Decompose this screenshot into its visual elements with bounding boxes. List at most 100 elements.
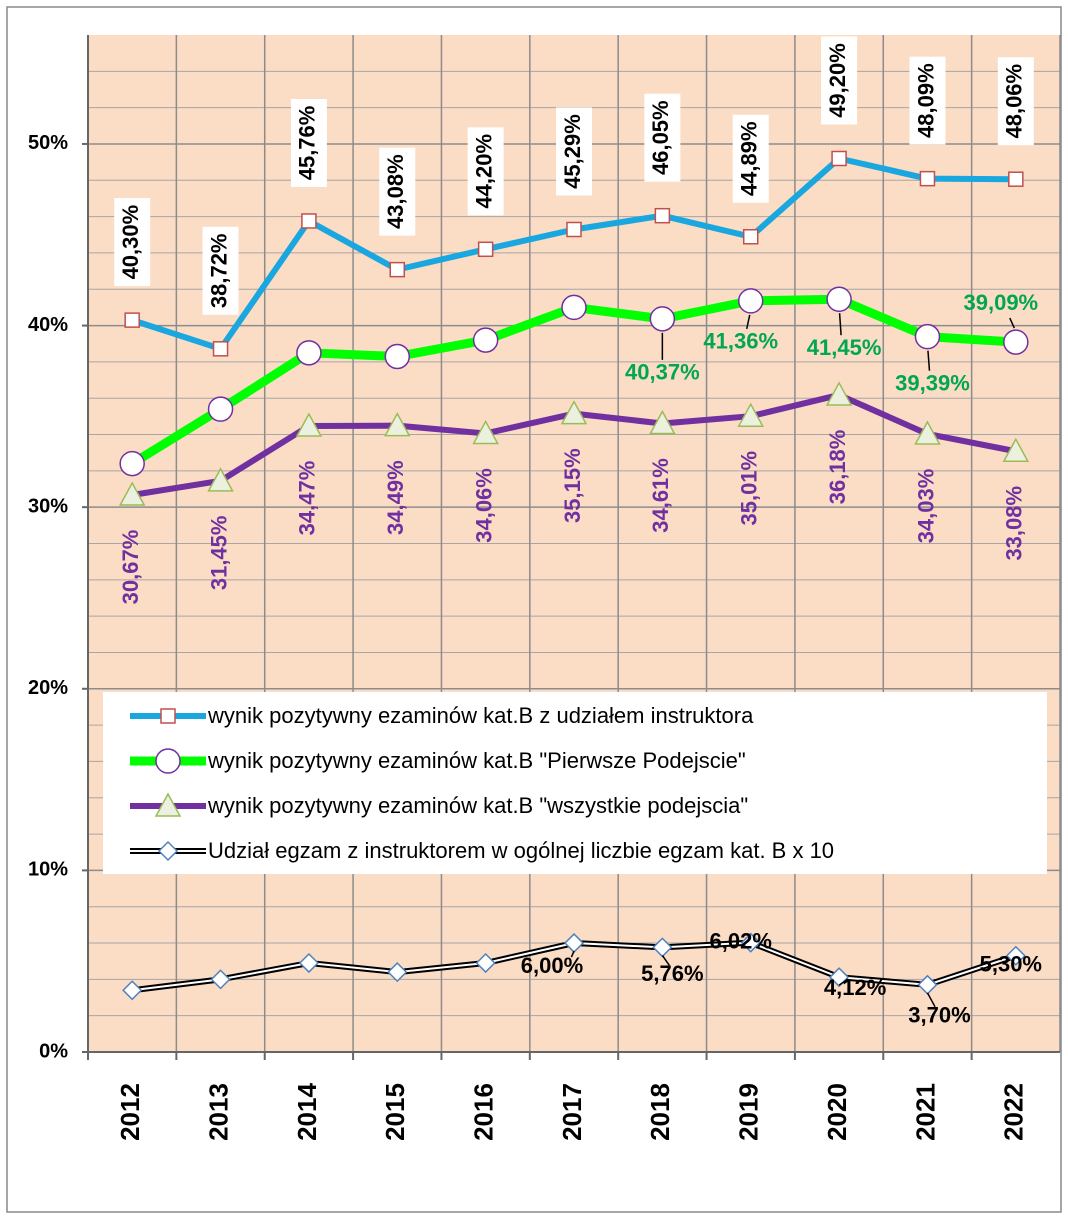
label-box bbox=[644, 93, 681, 182]
data-label: 3,70% bbox=[908, 1003, 970, 1028]
leader-line bbox=[570, 950, 575, 958]
marker bbox=[389, 261, 406, 278]
leader-line bbox=[1009, 317, 1016, 329]
marker bbox=[119, 450, 145, 477]
data-label: 30,67% bbox=[118, 530, 143, 605]
marker bbox=[1005, 945, 1026, 966]
marker bbox=[472, 327, 499, 353]
label-box bbox=[202, 226, 239, 315]
data-label: 45,76% bbox=[295, 106, 320, 181]
data-label: 5,76% bbox=[641, 961, 703, 986]
data-label: 40,30% bbox=[118, 205, 143, 280]
marker bbox=[914, 323, 941, 350]
marker bbox=[560, 400, 588, 425]
marker bbox=[298, 952, 319, 974]
marker bbox=[1002, 437, 1030, 462]
data-label: 48,06% bbox=[1002, 64, 1027, 139]
marker bbox=[124, 312, 140, 328]
data-label: 33,08% bbox=[1002, 486, 1027, 561]
marker bbox=[384, 412, 411, 437]
marker bbox=[301, 213, 317, 229]
y-tick-label: 50% bbox=[28, 132, 68, 154]
marker bbox=[561, 294, 587, 321]
marker bbox=[475, 952, 496, 974]
data-label: 39,09% bbox=[964, 290, 1039, 315]
marker bbox=[1008, 171, 1024, 187]
data-label: 36,18% bbox=[825, 430, 850, 505]
data-label: 34,06% bbox=[471, 468, 496, 543]
x-tick-label: 2021 bbox=[910, 1083, 940, 1141]
y-tick-label: 20% bbox=[28, 677, 68, 699]
label-box bbox=[467, 127, 504, 216]
label-box bbox=[379, 147, 416, 236]
data-label: 39,39% bbox=[895, 370, 970, 395]
marker bbox=[654, 207, 671, 224]
data-label: 35,15% bbox=[560, 448, 585, 523]
marker bbox=[742, 229, 759, 245]
legend-label: Udział egzam z instruktorem w ogólnej li… bbox=[208, 838, 834, 863]
marker bbox=[737, 288, 764, 314]
marker bbox=[296, 340, 322, 366]
x-tick-label: 2013 bbox=[203, 1083, 233, 1141]
y-tick-label: 40% bbox=[28, 314, 68, 336]
marker bbox=[831, 150, 847, 167]
data-label: 35,01% bbox=[737, 451, 762, 526]
label-box bbox=[732, 114, 769, 203]
data-label: 49,20% bbox=[825, 43, 850, 118]
data-label: 48,09% bbox=[913, 63, 938, 138]
data-label: 44,20% bbox=[471, 134, 496, 209]
marker bbox=[649, 409, 676, 435]
leader-line bbox=[927, 350, 931, 371]
label-box bbox=[290, 98, 327, 187]
marker bbox=[212, 341, 229, 357]
marker bbox=[477, 241, 494, 258]
marker bbox=[387, 962, 408, 983]
x-tick-label: 2017 bbox=[557, 1083, 587, 1141]
x-tick-label: 2016 bbox=[469, 1083, 499, 1141]
marker bbox=[914, 420, 941, 445]
marker bbox=[207, 467, 234, 492]
x-tick-label: 2020 bbox=[822, 1083, 852, 1141]
data-label: 34,61% bbox=[648, 458, 673, 533]
data-label: 45,29% bbox=[560, 114, 585, 189]
marker bbox=[295, 412, 323, 437]
data-label: 41,36% bbox=[703, 329, 778, 354]
data-label: 6,02% bbox=[710, 928, 772, 953]
y-tick-label: 10% bbox=[28, 859, 68, 881]
label-box bbox=[909, 56, 946, 145]
marker bbox=[919, 170, 936, 187]
x-tick-label: 2015 bbox=[380, 1083, 410, 1141]
data-label: 46,05% bbox=[648, 100, 673, 175]
marker bbox=[566, 221, 582, 238]
legend-label: wynik pozytywny ezaminów kat.B z udziałe… bbox=[207, 703, 754, 728]
data-label: 4,12% bbox=[824, 975, 886, 1000]
legend-label: wynik pozytywny ezaminów kat.B "wszystki… bbox=[207, 793, 748, 818]
data-label: 34,03% bbox=[913, 469, 938, 544]
marker bbox=[160, 708, 176, 724]
data-label: 38,72% bbox=[206, 234, 231, 309]
x-tick-label: 2012 bbox=[115, 1083, 145, 1141]
y-tick-label: 30% bbox=[28, 495, 68, 517]
marker bbox=[157, 840, 179, 862]
legend-label: wynik pozytywny ezaminów kat.B "Pierwsze… bbox=[207, 748, 746, 773]
label-box bbox=[556, 107, 592, 196]
data-label: 34,49% bbox=[383, 460, 408, 535]
marker bbox=[1003, 329, 1029, 355]
x-tick-label: 2022 bbox=[999, 1083, 1029, 1141]
leader-line bbox=[661, 954, 670, 966]
marker bbox=[825, 381, 853, 406]
y-tick-label: 0% bbox=[39, 1040, 68, 1062]
x-tick-label: 2019 bbox=[734, 1083, 764, 1141]
data-label: 43,08% bbox=[383, 154, 408, 229]
legend bbox=[103, 692, 1047, 874]
leader-line bbox=[838, 978, 849, 986]
marker bbox=[122, 980, 143, 1001]
marker bbox=[154, 792, 182, 817]
marker bbox=[207, 396, 234, 422]
marker bbox=[155, 748, 181, 774]
marker bbox=[826, 286, 852, 312]
marker bbox=[210, 969, 231, 990]
data-label: 34,47% bbox=[295, 461, 320, 536]
marker bbox=[472, 419, 499, 445]
